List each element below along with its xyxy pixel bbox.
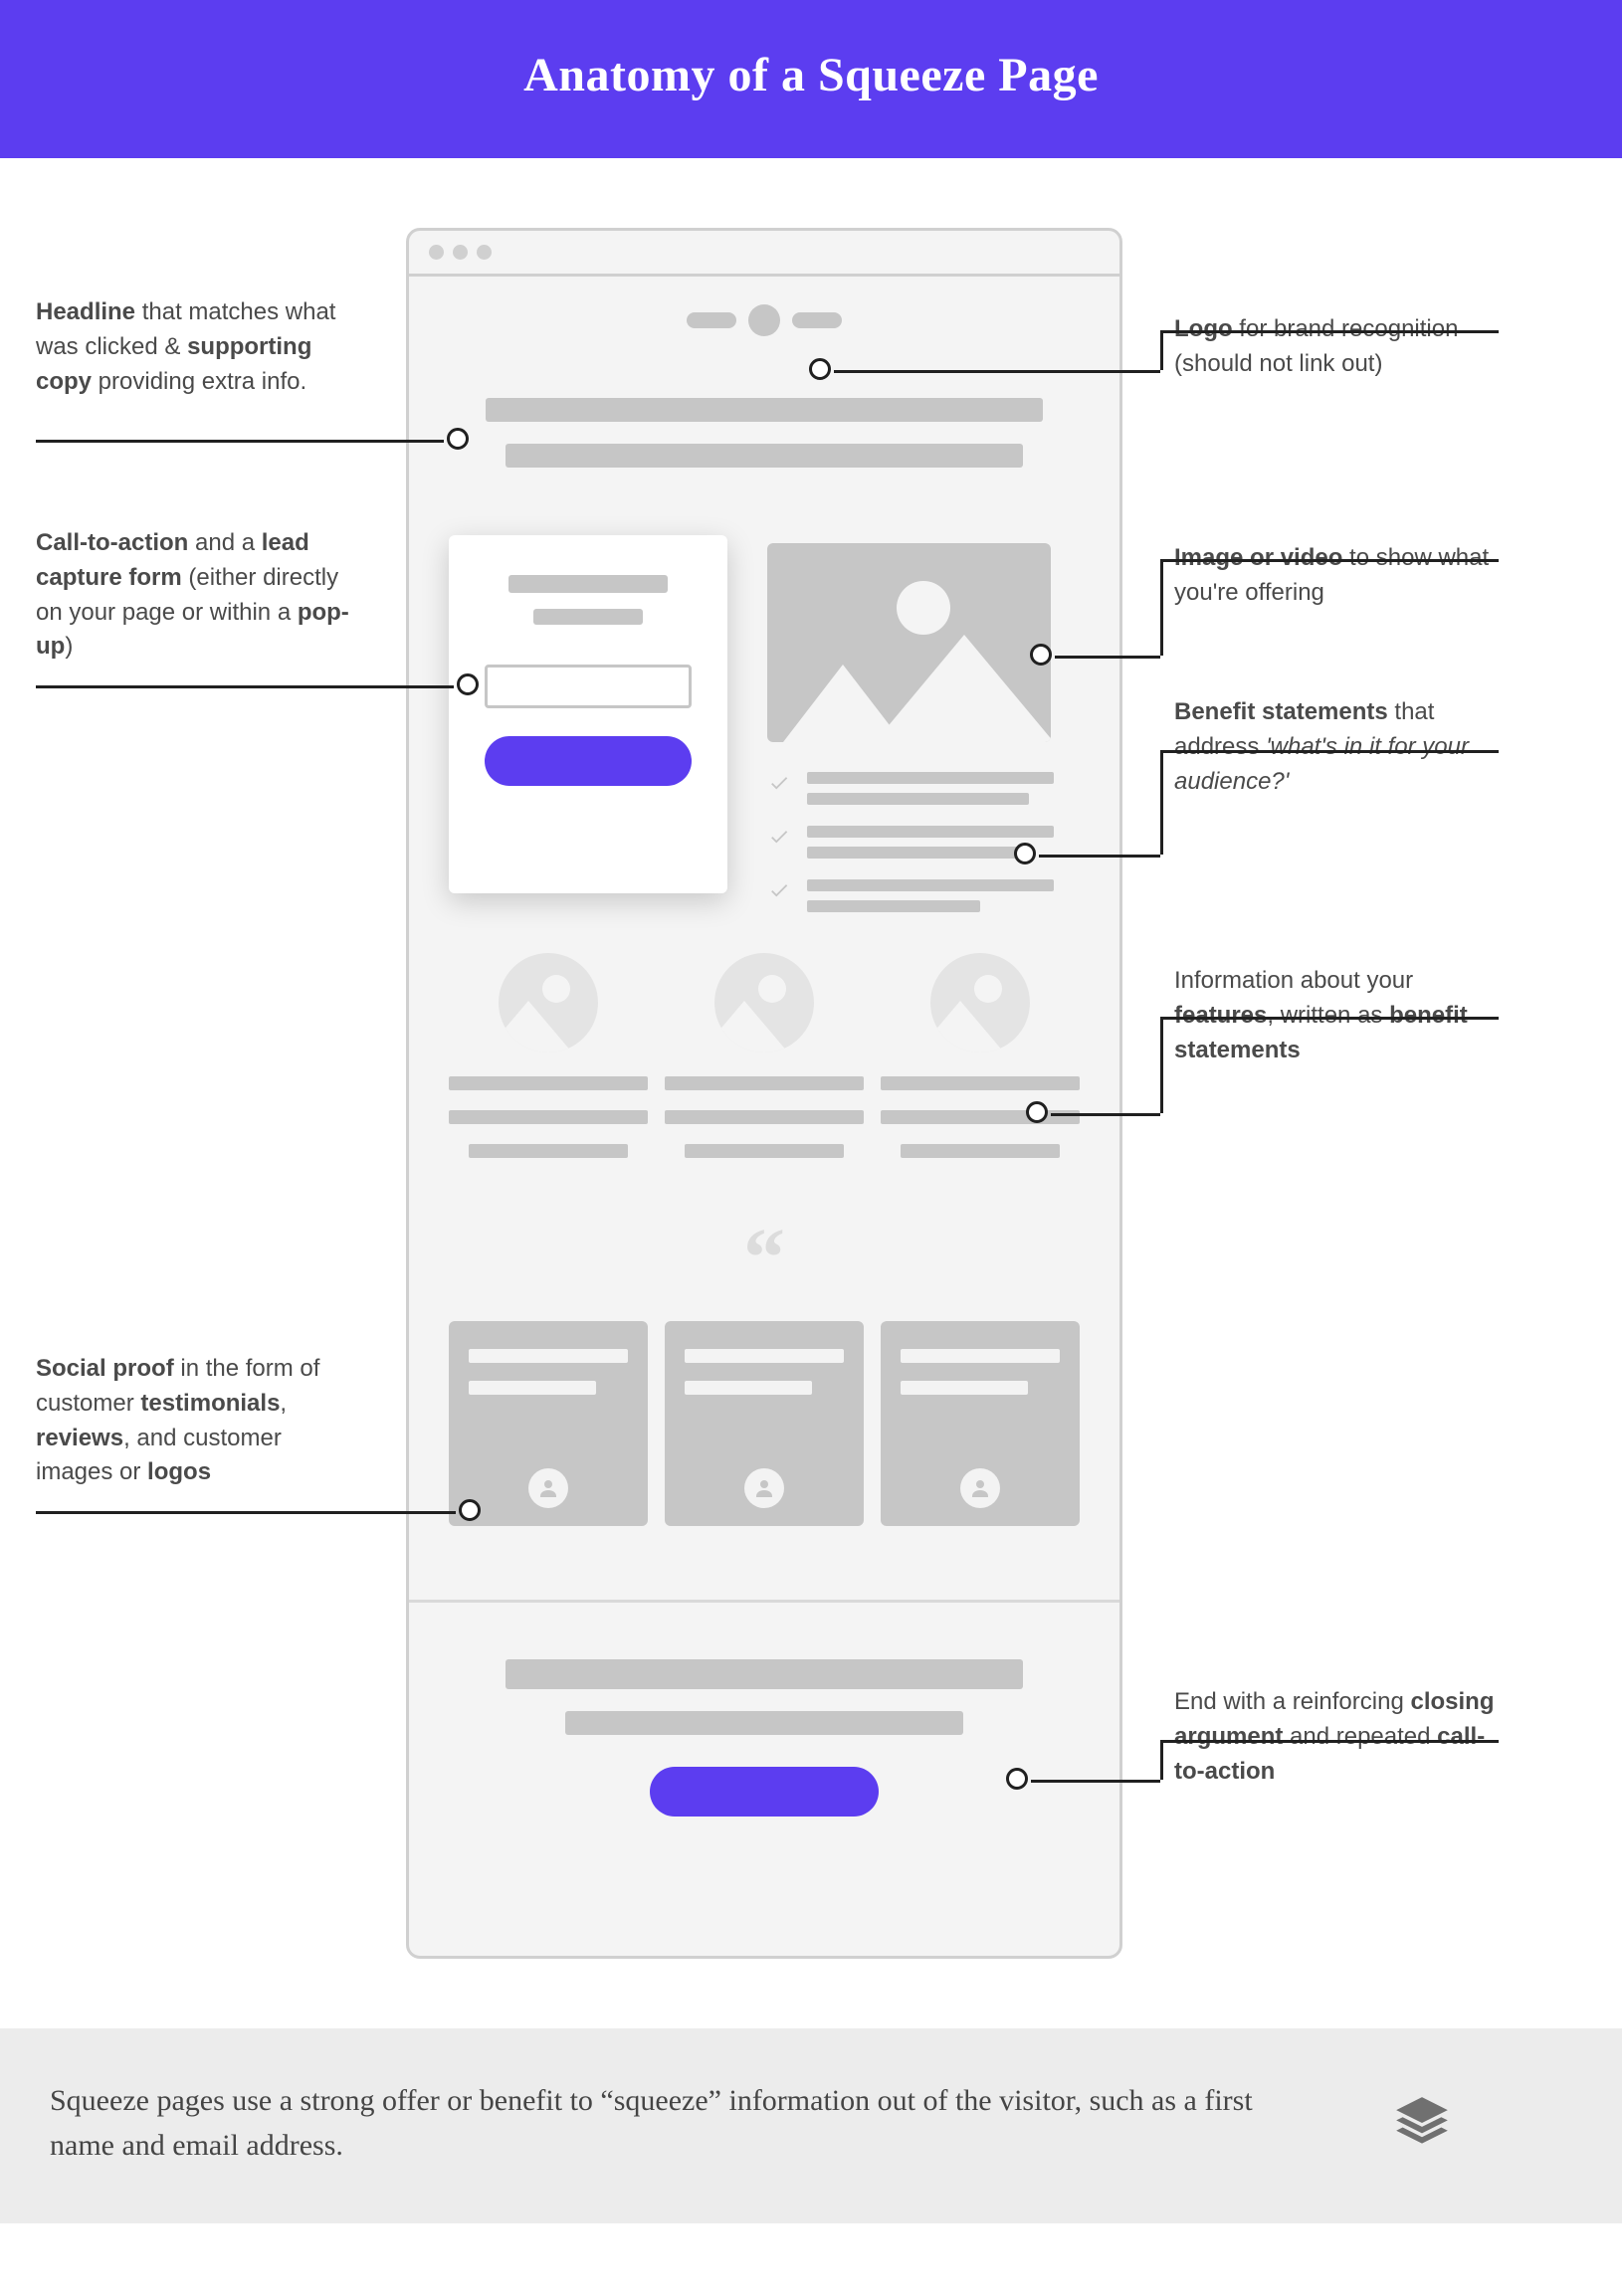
testimonial-row bbox=[449, 1321, 1080, 1526]
header-banner: Anatomy of a Squeeze Page bbox=[0, 0, 1622, 158]
final-cta-section bbox=[449, 1659, 1080, 1817]
connector bbox=[1031, 1780, 1160, 1783]
section-divider bbox=[409, 1600, 1119, 1603]
cta-button-placeholder bbox=[485, 736, 692, 786]
final-cta-button-placeholder bbox=[650, 1767, 879, 1817]
cta-card bbox=[449, 535, 727, 893]
feature-col bbox=[449, 953, 648, 1178]
connector bbox=[36, 685, 454, 688]
label-social: Social proof in the form of customer tes… bbox=[36, 1352, 364, 1490]
lead-input-placeholder bbox=[485, 665, 692, 708]
label-benefit: Benefit statements that address 'what's … bbox=[1174, 695, 1503, 799]
connector bbox=[1055, 656, 1160, 659]
quote-icon: “ bbox=[409, 1242, 1119, 1275]
connector bbox=[1051, 1113, 1160, 1116]
connector bbox=[1160, 330, 1499, 333]
diagram-canvas: “ Headline that matches what was clicked… bbox=[0, 158, 1622, 2028]
connector bbox=[1160, 1017, 1499, 1020]
label-closing: End with a reinforcing closing argument … bbox=[1174, 1685, 1503, 1789]
logo-placeholder bbox=[449, 304, 1080, 336]
testimonial-card bbox=[881, 1321, 1080, 1526]
feature-col bbox=[665, 953, 864, 1178]
mock-body: “ bbox=[409, 277, 1119, 507]
label-media: Image or video to show what you're offer… bbox=[1174, 541, 1503, 611]
feature-col bbox=[881, 953, 1080, 1178]
testimonial-card bbox=[665, 1321, 864, 1526]
connector bbox=[1039, 855, 1160, 858]
avatar-icon bbox=[744, 1468, 784, 1508]
browser-titlebar bbox=[409, 231, 1119, 277]
footer: Squeeze pages use a strong offer or bene… bbox=[0, 2028, 1622, 2223]
connector bbox=[1160, 750, 1499, 753]
page-title: Anatomy of a Squeeze Page bbox=[0, 48, 1622, 102]
media-placeholder bbox=[767, 543, 1051, 742]
stack-icon bbox=[1391, 2092, 1453, 2154]
avatar-icon bbox=[960, 1468, 1000, 1508]
headline-bar-2 bbox=[506, 444, 1023, 468]
label-logo: Logo for brand recognition (should not l… bbox=[1174, 312, 1503, 382]
label-headline: Headline that matches what was clicked &… bbox=[36, 295, 364, 399]
label-cta: Call-to-action and a lead capture form (… bbox=[36, 526, 364, 665]
avatar-icon bbox=[528, 1468, 568, 1508]
connector bbox=[36, 440, 444, 443]
feature-grid bbox=[449, 953, 1080, 1178]
footer-text: Squeeze pages use a strong offer or bene… bbox=[50, 2078, 1294, 2168]
connector bbox=[1160, 1740, 1499, 1743]
benefit-list bbox=[765, 772, 1054, 933]
connector bbox=[834, 370, 1160, 373]
headline-bar-1 bbox=[486, 398, 1043, 422]
browser-mock: “ bbox=[406, 228, 1122, 1959]
connector bbox=[36, 1511, 456, 1514]
connector bbox=[1160, 559, 1499, 562]
testimonial-card bbox=[449, 1321, 648, 1526]
